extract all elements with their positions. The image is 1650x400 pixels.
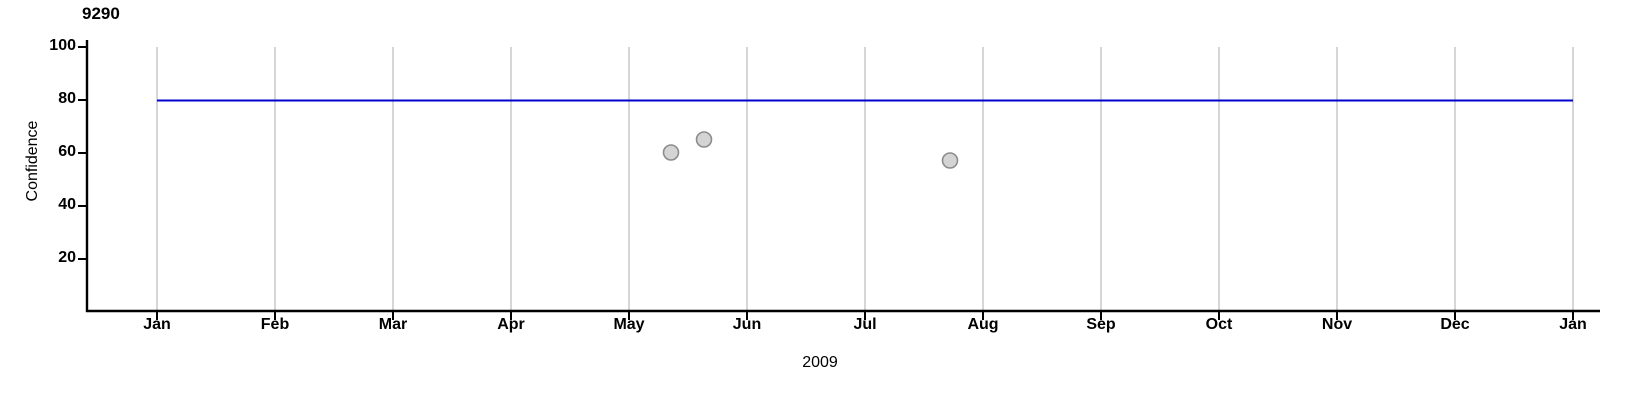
y-axis-spine <box>78 40 89 312</box>
data-points <box>662 131 959 169</box>
x-axis-title-text: 2009 <box>802 354 838 371</box>
data-point-marker[interactable] <box>695 131 713 148</box>
y-tick-label-100: 100 <box>49 37 76 54</box>
x-tick-label-may: May <box>613 316 645 333</box>
data-point-marker[interactable] <box>941 152 959 169</box>
x-tick-label-jan-2: Jan <box>1559 316 1587 333</box>
x-tick-label-oct: Oct <box>1205 316 1233 333</box>
x-tick-label-jun: Jun <box>732 316 762 333</box>
x-tick-label-sep: Sep <box>1086 316 1116 333</box>
gridlines <box>156 47 1574 310</box>
x-tick-label-nov: Nov <box>1321 316 1353 333</box>
x-tick-label-feb: Feb <box>260 316 290 333</box>
y-tick-label-40: 40 <box>58 196 76 213</box>
x-tick-label-aug: Aug <box>967 316 999 333</box>
x-tick-label-dec: Dec <box>1440 316 1470 333</box>
x-axis-spine <box>86 309 1600 320</box>
y-tick-label-80: 80 <box>58 90 76 107</box>
x-tick-label-apr: Apr <box>497 316 525 333</box>
chart-title: 9290 <box>82 4 120 23</box>
data-point-marker[interactable] <box>662 144 680 161</box>
y-tick-label-60: 60 <box>58 143 76 160</box>
x-axis-title: 2009 <box>0 354 1650 372</box>
x-tick-label-jul: Jul <box>853 316 877 333</box>
x-tick-label-jan-1: Jan <box>143 316 171 333</box>
y-tick-label-20: 20 <box>58 249 76 266</box>
x-tick-label-mar: Mar <box>378 316 408 333</box>
